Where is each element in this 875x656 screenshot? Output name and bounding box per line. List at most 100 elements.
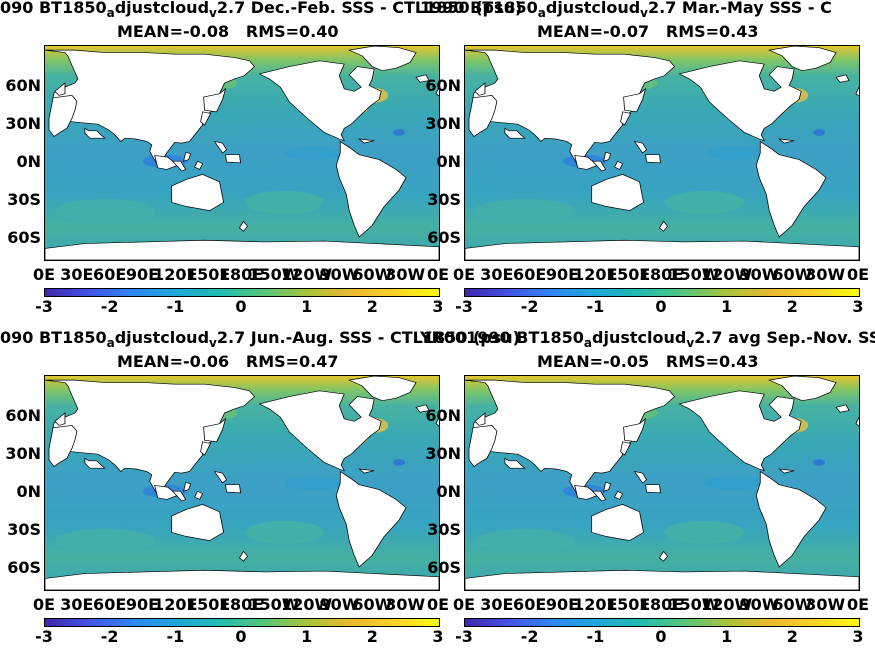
title-text: 2.7 Mar.-May SSS - C [648,0,832,17]
land-mask [768,376,837,402]
world-map [465,46,859,260]
land-mask [415,404,430,413]
title-subscript: v [686,336,695,351]
lon-tick-label: 120W [281,595,333,614]
colorbar-tick-label: -2 [100,297,119,316]
land-mask [835,74,850,83]
lon-tick-label: 150W [248,595,300,614]
land-mask [45,569,439,590]
rms-value: RMS=0.43 [665,352,759,371]
title-subscript: a [583,336,593,351]
title-text: djustcloud [592,328,687,347]
mean-value: MEAN=-0.07 [537,22,650,41]
colorbar-tick-label: -3 [35,627,53,646]
lon-tick-label: 30W [385,265,426,284]
world-map [45,376,439,590]
lat-tick-label: 30S [7,520,41,539]
lon-tick-label: 120E [153,265,198,284]
rms-value: RMS=0.40 [245,22,339,41]
colorbar-tick-label: 1 [301,297,313,316]
land-mask [194,490,204,500]
anomaly-patch [393,459,406,466]
title-subscript: a [537,6,546,21]
land-mask [54,412,66,426]
land-mask [435,86,439,97]
land-mask [358,468,375,474]
colorbar-tick-label: 3 [432,297,444,316]
land-mask [348,376,417,402]
land-mask [171,160,187,172]
land-mask [54,82,66,96]
land-mask [154,155,179,170]
land-mask [465,239,859,260]
land-mask [504,457,526,469]
land-mask [591,490,607,502]
anomaly-patch [704,476,765,490]
land-mask [603,481,612,492]
colorbar-tick-label: -2 [100,627,119,646]
land-mask [203,417,227,443]
lon-tick-label: 120E [573,265,618,284]
title-text: djustcloud [114,328,210,347]
land-mask [633,140,648,154]
lon-tick-label: 60W [772,265,813,284]
land-mask [358,138,375,144]
lon-tick-label: 30E [60,595,94,614]
title-text: djustcloud [545,0,641,17]
land-mask [348,46,417,72]
lat-tick-label: 60S [427,558,461,577]
land-mask [84,457,106,469]
lon-tick-label: 0E [32,265,56,284]
land-mask [474,412,486,426]
lon-tick-label: 60W [772,595,813,614]
lon-tick-label: 90W [319,595,360,614]
land-mask [171,174,224,211]
title-subscript: v [209,6,217,21]
land-mask [474,82,486,96]
title-text: 090 BT1850 [0,328,107,347]
land-mask [603,151,612,162]
mean-value: MEAN=-0.08 [117,22,230,41]
anomaly-patch [664,520,745,544]
lat-tick-label: 30S [7,190,41,209]
colorbar-tick-label: -3 [35,297,53,316]
land-mask [623,417,647,443]
title-subscript: a [106,6,115,21]
land-mask [48,425,78,468]
colorbar [464,618,860,627]
land-mask [768,46,837,72]
land-mask [755,140,827,238]
panel-title: YR001990 BT1850adjustcloudv2.7 avg Sep.-… [420,330,875,351]
land-mask [171,504,224,541]
land-mask [778,468,795,474]
panel-title: 1990 BT1850adjustcloudv2.7 Mar.-May SSS … [420,0,832,21]
map-plot [464,45,860,261]
mean-value: MEAN=-0.06 [117,352,230,371]
land-mask [620,441,632,456]
colorbar-tick-label: 1 [721,627,733,646]
lon-tick-label: 180E [218,595,264,614]
lat-tick-label: 60N [5,76,41,95]
anomaly-patch [474,529,575,553]
colorbar [464,288,860,297]
anomaly-patch [474,199,575,223]
lon-tick-label: 120W [701,595,753,614]
colorbar-tick-label: 2 [366,297,378,316]
colorbar-tick-label: 2 [786,627,798,646]
lon-tick-label: 150W [668,595,720,614]
panel-stats: MEAN=-0.08 RMS=0.40 [117,24,339,40]
rms-value: RMS=0.47 [245,352,339,371]
anomaly-patch [244,520,325,544]
land-mask [623,87,647,113]
land-mask [591,504,644,541]
map-plot [44,45,440,261]
anomaly-patch [284,146,345,160]
land-mask [620,111,632,126]
colorbar-tick-label: -3 [455,627,473,646]
colorbar-tick-label: 3 [852,627,864,646]
land-mask [225,484,241,494]
land-mask [465,569,859,590]
lon-tick-label: 60E [513,595,547,614]
panel-stats: MEAN=-0.07 RMS=0.43 [537,24,759,40]
lat-tick-label: 30N [5,114,41,133]
